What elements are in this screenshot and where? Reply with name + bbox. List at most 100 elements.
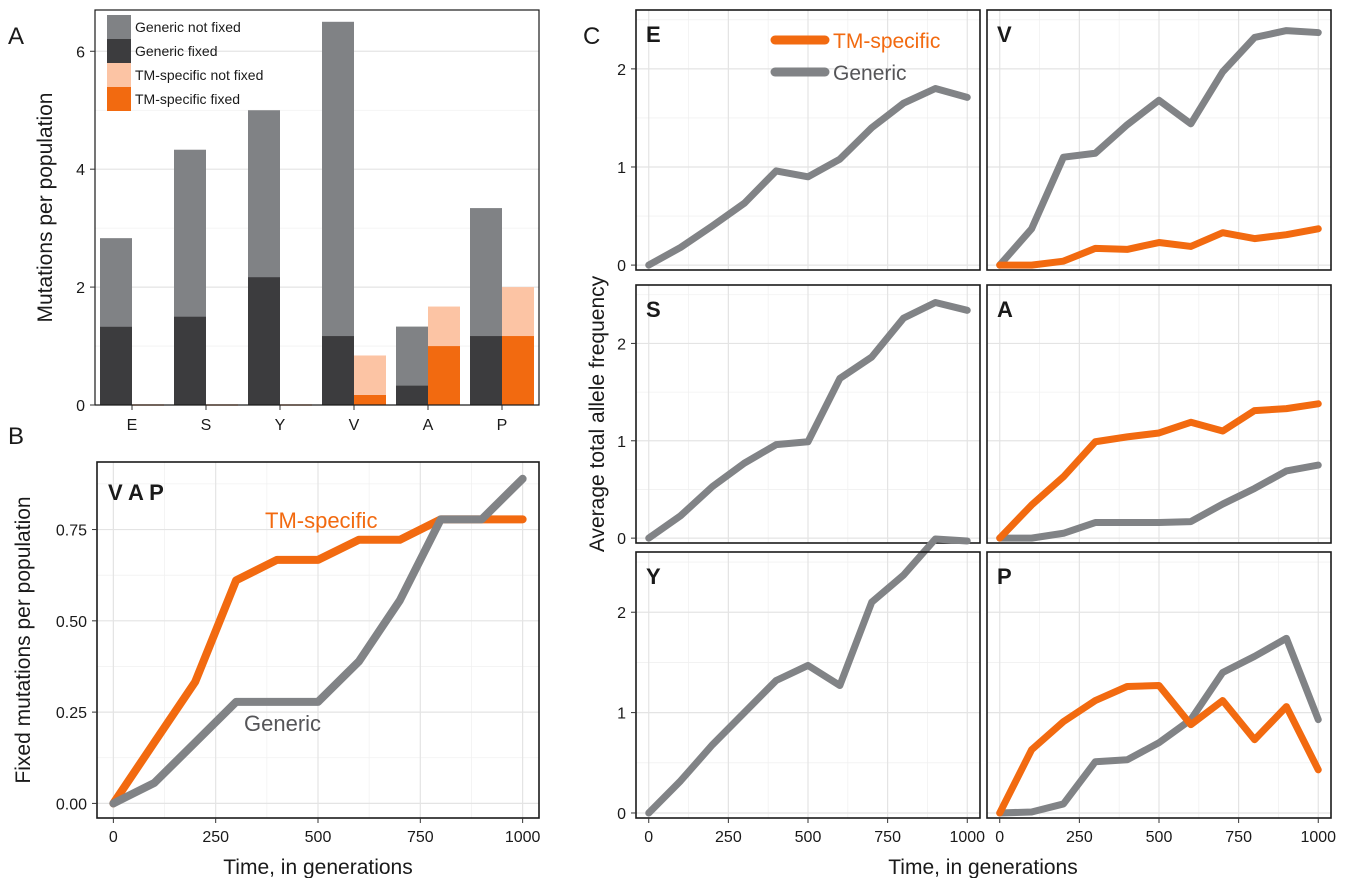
x-tick-label: 750 — [874, 829, 901, 846]
y-axis-title: Mutations per population — [34, 93, 57, 323]
x-tick-label: S — [201, 417, 212, 434]
bar-generic-not-fixed — [396, 326, 428, 386]
facet-v: V — [986, 9, 1332, 271]
facet-label: V A P — [108, 480, 164, 505]
y-tick-label: 0.50 — [56, 614, 87, 631]
bar-generic-not-fixed — [322, 21, 354, 337]
legend-label: Generic — [833, 62, 907, 85]
series-line-generic — [109, 474, 527, 808]
legend-label: TM-specific fixed — [135, 91, 240, 107]
y-tick-label: 4 — [76, 162, 85, 179]
facet-label: A — [997, 297, 1013, 322]
panel-label-a: A — [8, 23, 24, 50]
x-tick-label: 500 — [1146, 829, 1173, 846]
y-tick-label: 2 — [617, 336, 626, 353]
legend-swatch — [107, 87, 131, 111]
bar-generic-fixed — [470, 336, 502, 405]
bar-tm-fixed — [428, 346, 460, 405]
y-tick-label: 1 — [617, 706, 626, 723]
x-tick-label: 250 — [715, 829, 742, 846]
series-line-generic — [996, 634, 1322, 817]
facet-p: P 0 250 500 750 1000 — [986, 551, 1336, 846]
bar-generic-not-fixed — [174, 149, 206, 317]
x-tick-label: 1000 — [505, 829, 541, 846]
facet-e: E 0 1 2 — [617, 9, 981, 275]
panel-label-b: B — [8, 423, 24, 450]
panel-a-frame — [94, 9, 540, 406]
bar-generic-not-fixed — [100, 238, 132, 327]
bar-generic-fixed — [174, 316, 206, 405]
facet-a: A — [986, 284, 1332, 544]
y-tick-label: 0 — [76, 398, 85, 415]
bar-tm-fixed — [502, 336, 534, 405]
series-line-generic — [645, 299, 971, 542]
facet-frame — [635, 284, 981, 544]
facet-frame — [986, 284, 1332, 544]
x-tick-label: P — [497, 417, 508, 434]
x-tick-label: V — [349, 417, 360, 434]
x-tick-label: 250 — [202, 829, 229, 846]
y-tick-label: 2 — [617, 62, 626, 79]
y-tick-label: 2 — [76, 280, 85, 297]
annotation-generic: Generic — [244, 711, 321, 736]
panel-c-legend: TM-specific Generic — [770, 30, 940, 85]
bar-tm-fixed — [354, 394, 386, 405]
x-tick-label: 750 — [407, 829, 434, 846]
x-axis-title: Time, in generations — [223, 856, 412, 878]
x-axis-title: Time, in generations — [888, 856, 1077, 878]
bar-tm-not-fixed — [354, 355, 386, 395]
x-tick-label: 250 — [1066, 829, 1093, 846]
legend-label: Generic not fixed — [135, 19, 241, 35]
facet-s: S 0 1 2 — [617, 284, 981, 548]
facet-label: P — [997, 564, 1012, 589]
facet-label: Y — [646, 564, 661, 589]
x-tick-label: E — [127, 417, 138, 434]
series-line-tm-specific — [996, 400, 1322, 542]
x-tick-label: 500 — [305, 829, 332, 846]
bar-tm-not-fixed — [502, 287, 534, 337]
bar-generic-not-fixed — [470, 208, 502, 337]
x-tick-label: 0 — [644, 829, 653, 846]
bar-generic-not-fixed — [248, 110, 280, 278]
panel-b-line-chart: 0 250 500 750 1000 0.00 0.25 0.50 0.75 V A P TM-sp… — [12, 461, 541, 878]
facet-frame — [986, 9, 1332, 271]
facet-frame — [635, 9, 981, 271]
facet-y: Y 0 1 2 0 250 500 750 1000 — [617, 535, 985, 846]
y-tick-label: 0 — [617, 531, 626, 548]
x-tick-label: Y — [275, 417, 286, 434]
y-axis-title: Average total allele frequency — [586, 275, 609, 552]
legend-swatch — [107, 63, 131, 87]
bar-tm-not-fixed — [428, 306, 460, 347]
legend-label: TM-specific not fixed — [135, 67, 263, 83]
y-tick-label: 6 — [76, 44, 85, 61]
legend-swatch — [107, 15, 131, 39]
y-tick-label: 0 — [617, 258, 626, 275]
y-tick-label: 1 — [617, 434, 626, 451]
panel-a-bar-chart: E S Y V A P 0 2 4 6 Mutations per population Generi… — [34, 9, 540, 434]
y-tick-label: 0.75 — [56, 523, 87, 540]
panel-c-facet-chart: E 0 1 2 V S 0 1 2 A Y 0 1 2 0 250 500 750 1000 P 0 250 500 750 1… — [586, 9, 1336, 878]
legend-label: Generic fixed — [135, 43, 217, 59]
bar-generic-fixed — [100, 326, 132, 405]
bar-generic-fixed — [322, 336, 354, 405]
x-tick-label: 0 — [995, 829, 1004, 846]
legend-swatch — [107, 39, 131, 63]
facet-label: E — [646, 22, 661, 47]
bar-generic-fixed — [248, 277, 280, 405]
series-line-tm-specific — [996, 225, 1322, 269]
y-tick-label: 0.25 — [56, 705, 87, 722]
series-line-generic — [996, 27, 1322, 269]
facet-label: V — [997, 22, 1012, 47]
series-line-tm-specific — [996, 682, 1322, 817]
y-axis-title: Fixed mutations per population — [12, 496, 35, 783]
facet-label: S — [646, 297, 661, 322]
y-tick-label: 2 — [617, 605, 626, 622]
x-tick-label: 1000 — [1300, 829, 1336, 846]
panel-label-c: C — [583, 23, 600, 50]
y-tick-label: 0.00 — [56, 796, 87, 813]
x-tick-label: 0 — [109, 829, 118, 846]
x-tick-label: 1000 — [949, 829, 985, 846]
y-tick-label: 1 — [617, 160, 626, 177]
series-line-generic — [645, 535, 971, 817]
